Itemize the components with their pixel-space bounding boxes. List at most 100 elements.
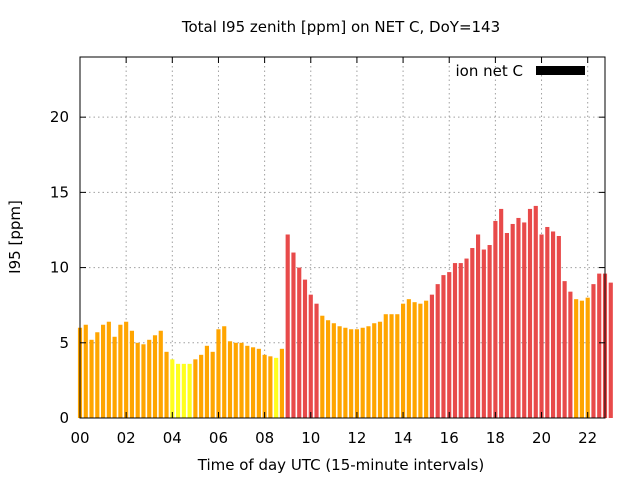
x-tick-label: 22 bbox=[578, 429, 597, 447]
bar bbox=[239, 342, 244, 418]
y-tick-label: 20 bbox=[50, 108, 69, 126]
bar bbox=[118, 324, 123, 418]
bar bbox=[320, 315, 325, 418]
bar bbox=[216, 329, 221, 418]
bar bbox=[297, 267, 302, 418]
bar bbox=[372, 323, 377, 418]
bar bbox=[337, 326, 342, 418]
bar bbox=[539, 234, 544, 418]
bar bbox=[152, 335, 158, 418]
bar bbox=[331, 323, 336, 418]
x-tick-label: 02 bbox=[117, 429, 136, 447]
bar bbox=[147, 339, 152, 418]
bar bbox=[176, 363, 181, 418]
bar bbox=[343, 327, 348, 418]
bar bbox=[383, 314, 388, 418]
bar bbox=[487, 245, 492, 418]
bar bbox=[95, 332, 100, 418]
y-tick-label: 10 bbox=[50, 259, 69, 277]
bar bbox=[366, 326, 371, 418]
bar bbox=[545, 226, 550, 418]
x-tick-label: 08 bbox=[255, 429, 274, 447]
bar bbox=[164, 351, 169, 418]
bar bbox=[199, 354, 204, 418]
bar bbox=[326, 320, 331, 418]
bar bbox=[158, 330, 163, 418]
bar bbox=[308, 294, 313, 418]
bar bbox=[227, 341, 233, 418]
bar bbox=[377, 321, 383, 418]
x-tick-label: 00 bbox=[70, 429, 89, 447]
bar bbox=[551, 231, 556, 418]
plot-frame bbox=[79, 56, 606, 419]
bar bbox=[579, 300, 584, 418]
bar bbox=[418, 303, 423, 418]
bar bbox=[193, 359, 198, 418]
bar bbox=[447, 272, 452, 418]
bar bbox=[412, 302, 417, 418]
y-tick-labels: 0 5 10 15 20 bbox=[50, 108, 69, 427]
bar bbox=[181, 363, 186, 418]
bar bbox=[360, 327, 365, 418]
x-tick-label: 10 bbox=[301, 429, 320, 447]
bar bbox=[256, 348, 261, 418]
bar bbox=[533, 205, 538, 418]
chart-title: Total I95 zenith [ppm] on NET C, DoY=143 bbox=[181, 18, 500, 36]
bar bbox=[112, 336, 117, 418]
x-tick-label: 12 bbox=[347, 429, 366, 447]
bar bbox=[458, 263, 463, 418]
y-tick-label: 5 bbox=[59, 334, 69, 352]
bar bbox=[597, 273, 602, 418]
bar bbox=[187, 363, 192, 418]
y-axis-label: I95 [ppm] bbox=[6, 200, 24, 274]
bar bbox=[470, 248, 475, 418]
bar bbox=[279, 348, 284, 418]
y-tick-label: 0 bbox=[59, 409, 69, 427]
bar bbox=[424, 300, 429, 418]
bar bbox=[262, 354, 267, 418]
bar bbox=[106, 321, 111, 418]
bar bbox=[349, 329, 354, 418]
bar bbox=[302, 279, 308, 418]
bar bbox=[562, 281, 567, 418]
bar bbox=[129, 330, 134, 418]
bar bbox=[124, 321, 129, 418]
bar bbox=[204, 345, 209, 418]
bar bbox=[354, 329, 359, 418]
x-tick-label: 06 bbox=[209, 429, 228, 447]
bar bbox=[441, 275, 446, 418]
bar bbox=[585, 297, 590, 418]
bar bbox=[435, 284, 440, 418]
x-tick-label: 18 bbox=[486, 429, 505, 447]
bar bbox=[499, 208, 504, 418]
bar bbox=[170, 359, 175, 418]
bar bbox=[406, 299, 411, 418]
axis-ticks bbox=[79, 57, 605, 419]
bar bbox=[291, 252, 296, 418]
bar bbox=[274, 357, 279, 418]
bar bbox=[504, 232, 509, 418]
bar bbox=[251, 347, 256, 418]
bar bbox=[429, 294, 434, 418]
bar bbox=[222, 326, 227, 418]
bar bbox=[141, 344, 146, 418]
bar bbox=[574, 299, 579, 418]
bar bbox=[476, 234, 481, 418]
bar bbox=[516, 217, 521, 418]
legend: ion net C bbox=[456, 62, 585, 80]
bar bbox=[89, 339, 94, 418]
bar bbox=[268, 356, 273, 418]
bar bbox=[314, 303, 319, 418]
x-tick-label: 20 bbox=[532, 429, 551, 447]
x-tick-labels: 00 02 04 06 08 10 12 14 16 18 20 22 bbox=[70, 429, 597, 447]
bars bbox=[77, 205, 613, 418]
bar bbox=[464, 258, 469, 418]
bar bbox=[568, 291, 573, 418]
bar bbox=[395, 314, 400, 418]
bar bbox=[135, 342, 140, 418]
bar bbox=[245, 345, 250, 418]
x-tick-label: 14 bbox=[394, 429, 413, 447]
bar bbox=[608, 282, 613, 418]
bar bbox=[401, 303, 406, 418]
